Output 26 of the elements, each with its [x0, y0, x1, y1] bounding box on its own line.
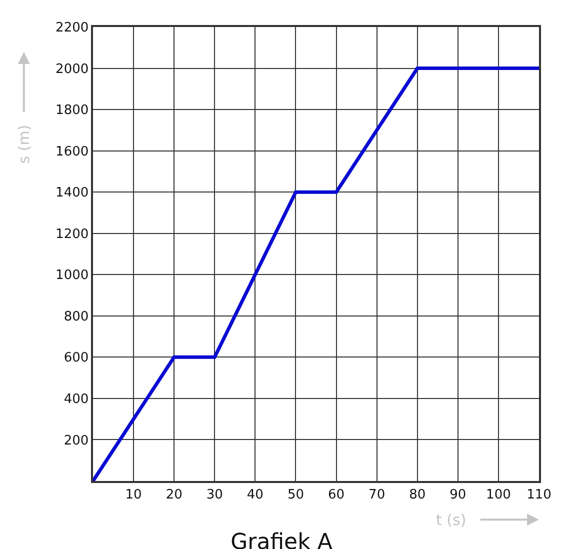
x-tick-label: 70	[368, 487, 386, 502]
y-tick-label: 1200	[56, 226, 89, 242]
y-tick-label: 2200	[56, 20, 89, 36]
x-tick-label: 110	[526, 487, 552, 502]
x-tick-label: 40	[246, 487, 264, 502]
x-tick-label: 30	[206, 487, 223, 502]
x-tick-label: 80	[409, 487, 426, 502]
x-tick-label: 100	[486, 487, 511, 502]
x-tick-label: 60	[328, 487, 345, 502]
x-tick-label: 20	[166, 487, 182, 502]
x-tick-label: 50	[287, 487, 304, 502]
text: Grafiek A	[230, 530, 332, 549]
x-tick-label: 10	[125, 487, 142, 502]
y-tick-label: 1000	[56, 268, 89, 284]
y-tick-label: 800	[64, 309, 89, 324]
y-tick-label: 1600	[56, 144, 89, 160]
y-tick-label: 400	[64, 392, 89, 407]
y-tick-label: 1800	[56, 103, 89, 118]
y-axis-title: s (m)	[15, 124, 34, 164]
y-tick-label: 200	[64, 433, 89, 448]
y-tick-label: 600	[64, 350, 89, 366]
x-tick-label: 90	[450, 487, 466, 502]
y-tick-label: 2000	[56, 62, 89, 77]
y-tick-label: 1400	[56, 186, 89, 201]
x-axis-title: t (s)	[436, 511, 466, 529]
line-series	[93, 66, 539, 481]
